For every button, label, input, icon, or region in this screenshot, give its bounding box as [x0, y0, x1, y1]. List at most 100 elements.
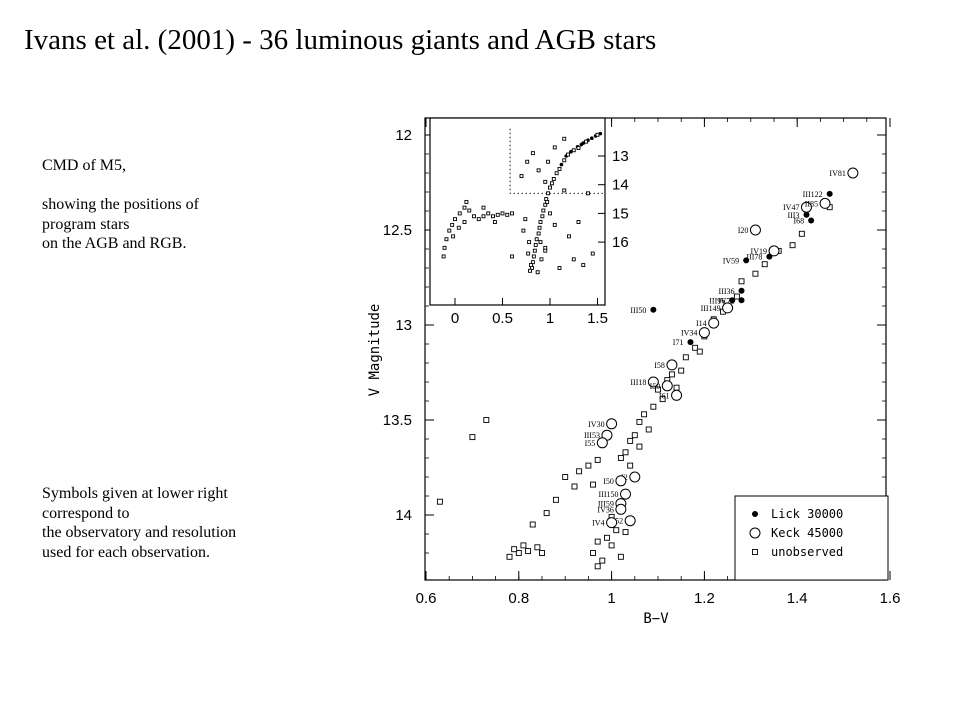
- star-point: [687, 339, 694, 346]
- inset-point: [462, 220, 467, 224]
- star-point: [766, 253, 773, 260]
- unobserved-point: [692, 344, 699, 351]
- star-point: [808, 217, 815, 224]
- inset-point: [549, 181, 554, 186]
- star-label: I71: [673, 338, 684, 347]
- inset-point: [536, 168, 541, 173]
- inset-y-tick-label: 14: [612, 177, 629, 194]
- unobserved-point: [733, 293, 740, 300]
- star-label: III149: [701, 304, 721, 313]
- inset-point: [571, 148, 576, 153]
- unobserved-point: [678, 367, 685, 374]
- y-tick-label: 13.5: [383, 412, 412, 429]
- star-label: IV72: [718, 296, 734, 305]
- star-point: [620, 488, 632, 500]
- star-label: IV81: [829, 169, 845, 178]
- unobserved-point: [622, 449, 629, 456]
- unobserved-point: [617, 553, 624, 560]
- inset-point: [551, 177, 556, 181]
- y-tick-label: 12.5: [383, 222, 412, 239]
- inset-point: [536, 231, 541, 236]
- caption-bottom: Symbols given at lower right correspond …: [42, 484, 236, 562]
- star-point: [647, 376, 659, 388]
- inset-point: [472, 214, 476, 219]
- caption-line: showing the positions of: [42, 196, 199, 213]
- x-tick-label: 1: [607, 590, 615, 607]
- legend-marker: [749, 527, 761, 539]
- star-label: III122: [803, 190, 823, 199]
- unobserved-point: [562, 474, 569, 480]
- unobserved-point: [622, 529, 629, 536]
- star-point: [666, 359, 678, 371]
- inset-point: [548, 211, 552, 216]
- inset-point: [495, 212, 500, 217]
- y-tick-label: 14: [395, 507, 412, 524]
- inset-point: [557, 166, 562, 171]
- unobserved-point: [655, 386, 661, 393]
- legend-marker: [752, 549, 758, 555]
- star-label: IV4: [592, 519, 604, 528]
- x-tick-label: 0.8: [508, 590, 529, 607]
- unobserved-point: [604, 534, 610, 541]
- inset-point: [476, 217, 481, 222]
- inset-x-tick-label: 0: [451, 310, 459, 327]
- inset-point: [451, 234, 456, 239]
- unobserved-point: [436, 498, 443, 505]
- star-label: IV19: [751, 247, 767, 256]
- inset-point: [539, 257, 544, 262]
- unobserved-point: [696, 348, 703, 355]
- unobserved-point: [552, 496, 559, 503]
- star-label: I68: [793, 217, 804, 226]
- unobserved-point: [789, 242, 796, 249]
- unobserved-point: [571, 483, 578, 490]
- caption-line: program stars: [42, 215, 130, 233]
- inset-point: [492, 220, 497, 224]
- inset-point: [546, 191, 551, 196]
- inset-point: [450, 222, 455, 227]
- inset-point: [453, 217, 457, 222]
- caption-line: Symbols given at lower right: [42, 485, 228, 502]
- inset-point: [543, 179, 548, 184]
- inset-y-tick-label: 13: [612, 148, 629, 165]
- inset-point: [444, 237, 449, 242]
- inset-point: [447, 228, 452, 233]
- star-label: I55: [585, 439, 596, 448]
- star-point: [606, 517, 618, 529]
- inset-point: [576, 146, 581, 150]
- unobserved-point: [534, 544, 541, 551]
- x-axis-label: B−V: [643, 611, 669, 627]
- unobserved-point: [515, 550, 522, 556]
- star-point: [629, 471, 641, 483]
- inset-point: [552, 145, 557, 150]
- inset-y-tick-label: 15: [612, 205, 629, 222]
- unobserved-point: [543, 510, 550, 517]
- inset-point: [537, 225, 542, 230]
- slide-title: Ivans et al. (2001) - 36 luminous giants…: [24, 24, 657, 56]
- unobserved-point: [585, 462, 592, 469]
- unobserved-point: [617, 455, 624, 461]
- unobserved-point: [752, 270, 759, 277]
- star-label: IV59: [723, 256, 739, 265]
- unobserved-point: [539, 550, 545, 556]
- unobserved-point: [636, 443, 643, 450]
- inset-point: [491, 214, 495, 219]
- star-point: [743, 257, 750, 264]
- star-point: [661, 380, 673, 392]
- inset-point: [595, 132, 600, 137]
- inset-x-tick-label: 0.5: [492, 310, 513, 327]
- inset-point: [541, 208, 546, 213]
- unobserved-point: [761, 261, 768, 268]
- inset-point: [586, 191, 590, 196]
- inset-point: [545, 199, 550, 204]
- inset-point: [538, 220, 543, 224]
- inset-point: [534, 237, 539, 242]
- star-point: [847, 167, 859, 179]
- star-label: III53: [584, 431, 600, 440]
- inset-point: [552, 222, 557, 227]
- inset-point: [531, 254, 536, 259]
- inset-point: [543, 248, 548, 253]
- star-point: [596, 437, 608, 449]
- unobserved-point: [608, 542, 615, 549]
- star-point: [615, 475, 627, 487]
